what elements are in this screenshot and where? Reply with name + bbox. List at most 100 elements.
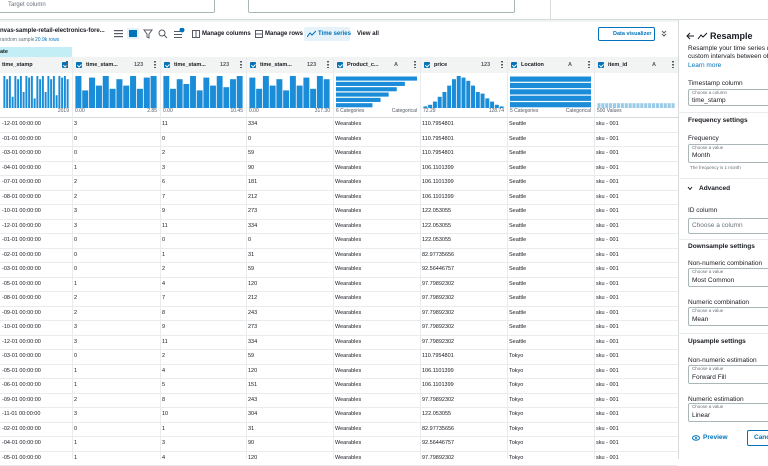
time-series-tab[interactable]: Time series — [318, 31, 351, 37]
table-cell: Seattle — [509, 208, 527, 214]
field-value: Forward Fill — [692, 374, 726, 381]
table-cell: -09-01 00:00:00 — [2, 396, 41, 403]
learn-more-link[interactable]: Learn more — [688, 62, 722, 69]
histogram-bar — [510, 95, 591, 101]
row-divider — [0, 349, 678, 350]
table-cell: 90 — [248, 164, 255, 171]
collapse-icon[interactable] — [661, 30, 667, 38]
table-cell: 0 — [74, 135, 78, 142]
column-name[interactable]: Product_c... — [347, 62, 379, 68]
table-cell: 110.7954801 — [422, 121, 454, 127]
table-cell: Tokyo — [509, 440, 524, 446]
histogram-bar — [136, 88, 143, 108]
column-menu[interactable] — [588, 61, 590, 68]
field-hint: Choose a value — [692, 366, 724, 371]
preview-button[interactable]: Preview — [703, 434, 728, 441]
table-cell: -02-01 00:00:00 — [2, 251, 41, 258]
toolbar-icons[interactable] — [114, 28, 194, 40]
histogram-bar — [143, 77, 150, 108]
summary-left: 0.00 — [249, 108, 259, 114]
second-input[interactable] — [248, 0, 515, 13]
id-select[interactable] — [688, 218, 768, 234]
column-checkbox — [424, 62, 430, 68]
table-cell: 106.1101399 — [422, 382, 454, 388]
table-cell: sku - 001 — [596, 396, 619, 403]
frequency-select[interactable] — [688, 144, 768, 163]
select[interactable] — [688, 307, 768, 326]
field-hint: Choose a column — [692, 222, 743, 229]
table-cell: Wearables — [335, 280, 362, 287]
table-cell: 110.7954801 — [422, 150, 454, 156]
advanced-toggle[interactable]: Advanced — [699, 185, 731, 192]
table-cell: 0 — [74, 266, 78, 272]
table-cell: Seattle — [509, 324, 527, 330]
histogram-bar — [223, 87, 230, 108]
table-cell: 4 — [162, 367, 166, 374]
column-checkbox — [337, 62, 343, 68]
cancel-button[interactable] — [747, 430, 768, 446]
summary-left: 500 Values — [597, 108, 622, 114]
summary-left: 72.29 — [423, 108, 436, 114]
column-menu[interactable] — [414, 61, 416, 68]
table-cell: Wearables — [335, 135, 362, 142]
table-cell: 122.053055 — [422, 237, 452, 243]
select[interactable] — [688, 365, 768, 384]
column-name[interactable]: Location — [521, 62, 544, 68]
table-cell: 0 — [248, 237, 252, 243]
histogram-bar — [451, 79, 456, 108]
column-checkbox — [511, 62, 517, 68]
timestamp-select[interactable] — [688, 89, 768, 106]
table-cell: Wearables — [335, 237, 362, 243]
histogram-bar — [597, 103, 601, 108]
histogram-bar — [150, 76, 157, 108]
field-value: time_stamp — [692, 97, 726, 104]
table-cell: sku - 001 — [596, 309, 619, 316]
table-cell: 181 — [248, 179, 258, 185]
chevron[interactable] — [687, 186, 693, 191]
column-menu[interactable] — [240, 61, 242, 68]
column-name[interactable]: item_id — [608, 62, 628, 68]
table-cell: 273 — [248, 208, 258, 214]
table-cell: Tokyo — [509, 411, 524, 417]
column-name[interactable]: time_stamp — [2, 62, 33, 68]
histogram-bar — [123, 85, 130, 108]
table-cell: -06-01 00:00:00 — [2, 382, 41, 388]
table-cell: Wearables — [335, 382, 362, 388]
column-name[interactable]: price — [434, 62, 448, 68]
table-cell: Tokyo — [509, 367, 524, 374]
table-cell: 0 — [74, 353, 78, 359]
table-cell: 11 — [162, 338, 168, 345]
histogram-bar — [667, 103, 671, 108]
select[interactable] — [688, 268, 768, 287]
column-menu[interactable] — [327, 61, 329, 68]
view-all[interactable]: View all — [357, 31, 379, 37]
field-hint: Choose a value — [692, 404, 724, 409]
histogram-bar — [466, 80, 471, 108]
column-menu[interactable] — [154, 61, 156, 68]
panel-icons[interactable] — [686, 32, 708, 40]
histogram-bar — [116, 79, 123, 108]
column-histogram — [75, 76, 157, 108]
manage-rows[interactable]: Manage rows — [265, 31, 304, 37]
table-cell: Seattle — [509, 295, 527, 301]
manage-columns[interactable]: Manage columns — [202, 31, 251, 37]
table-cell: sku - 001 — [596, 222, 619, 229]
column-menu[interactable] — [501, 61, 503, 68]
histogram-bar — [624, 103, 628, 108]
rows-link[interactable]: 20.9k rows — [35, 37, 60, 43]
dataset-name: nvas-sample-retail-electronics-fore... — [0, 28, 105, 34]
table-cell: Tokyo — [509, 454, 524, 461]
column-menu[interactable] — [66, 61, 68, 68]
column-name[interactable]: time_stam... — [86, 62, 118, 68]
table-cell: 82.97735656 — [422, 425, 455, 432]
column-name[interactable]: time_stam... — [260, 62, 292, 68]
rows-icon — [255, 30, 263, 38]
data-visualizer-button[interactable] — [598, 27, 655, 41]
column-name[interactable]: time_stam... — [174, 62, 206, 68]
column-menu[interactable] — [672, 61, 674, 68]
table-cell: 31 — [248, 251, 255, 258]
table-cell: 1 — [74, 164, 78, 171]
summary-right: Categorical — [565, 108, 591, 114]
select[interactable] — [688, 403, 768, 422]
target-input[interactable] — [0, 0, 215, 13]
